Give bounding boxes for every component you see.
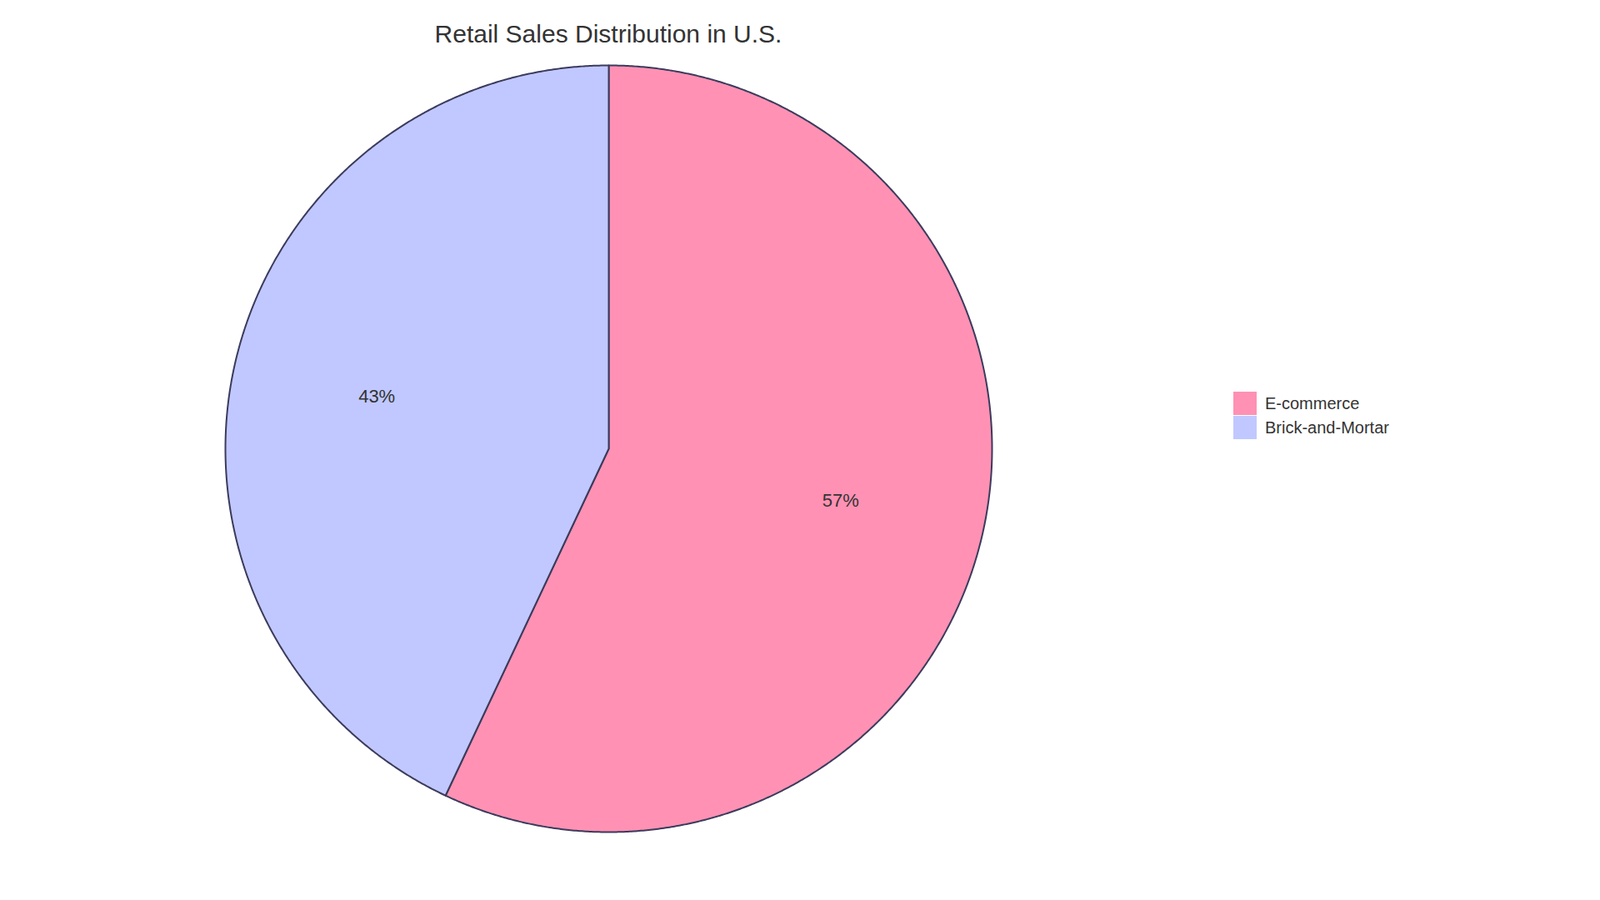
svg-text:43%: 43% — [358, 385, 395, 407]
html-text:Brick-and-Mortar: Brick-and-Mortar — [1265, 417, 1390, 437]
html-text:Retail Sales Distribution in U: Retail Sales Distribution in U.S. — [434, 20, 782, 48]
svg-text:57%: 57% — [822, 490, 860, 511]
html-text:E-commerce: E-commerce — [1265, 393, 1360, 413]
